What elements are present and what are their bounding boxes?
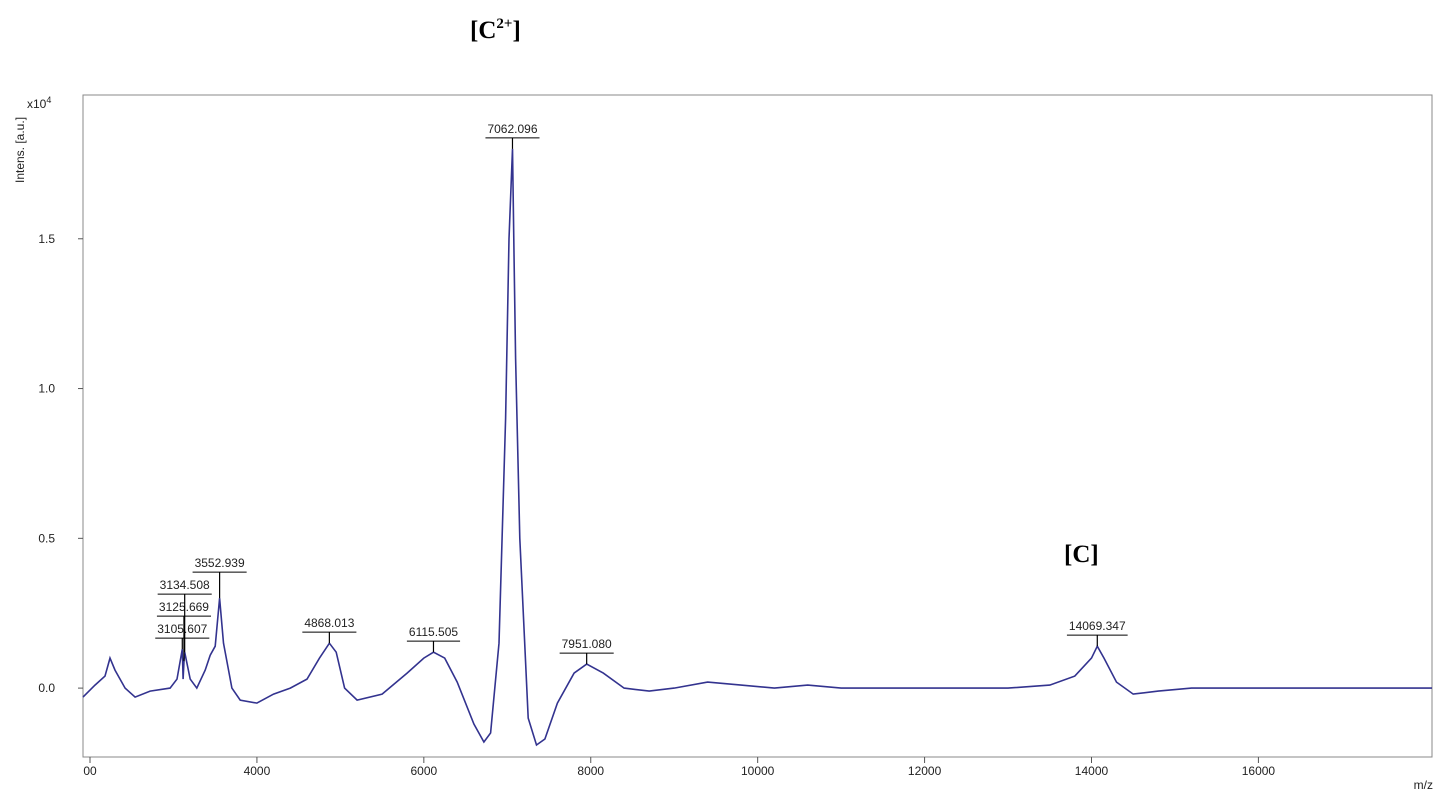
y-axis-label: Intens. [a.u.]: [13, 117, 27, 183]
x-tick-label: 4000: [244, 764, 271, 778]
y-tick-label: 0.5: [38, 531, 55, 545]
multiplier-sup: 4: [46, 95, 51, 105]
peak-label: 3134.508: [160, 578, 210, 592]
y-tick-label: 0.0: [38, 681, 55, 695]
y-multiplier: x104: [27, 95, 51, 111]
plot-frame: [82, 94, 1433, 758]
y-tick-label: 1.0: [38, 382, 55, 396]
x-tick-label: 8000: [577, 764, 604, 778]
peak-label: 3105.607: [157, 622, 207, 636]
x-tick-label: 16000: [1242, 764, 1276, 778]
y-tick-label: 1.5: [38, 232, 55, 246]
x-tick-label: 14000: [1075, 764, 1109, 778]
annotation-c: [C]: [1064, 541, 1099, 568]
peak-label: 7062.096: [487, 122, 537, 136]
x-tick-label: 00: [83, 764, 97, 778]
peak-label: 4868.013: [304, 616, 354, 630]
x-tick-label: 10000: [741, 764, 775, 778]
annotation-base: [C: [470, 17, 496, 44]
peak-label: 3552.939: [195, 556, 245, 570]
peak-label: 14069.347: [1069, 619, 1126, 633]
x-tick-label: 6000: [410, 764, 437, 778]
peak-label: 6115.505: [409, 625, 458, 639]
peak-label: 7951.080: [562, 637, 612, 651]
annotation-sup: 2+: [496, 16, 512, 32]
x-tick-label: 12000: [908, 764, 942, 778]
annotation-end: ]: [512, 17, 520, 44]
multiplier-base: x10: [27, 97, 47, 111]
spectrum-line: [82, 148, 1432, 747]
annotation-c2: [C2+]: [470, 16, 521, 44]
x-axis-label: m/z: [1414, 778, 1433, 792]
